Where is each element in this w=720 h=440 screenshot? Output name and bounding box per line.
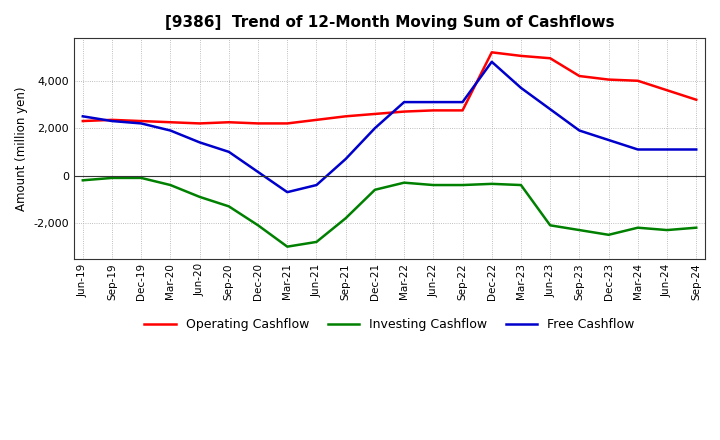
Investing Cashflow (312, 239, 321, 245)
Investing Cashflow (429, 183, 438, 188)
Operating Cashflow (371, 111, 379, 117)
Free Cashflow (662, 147, 671, 152)
Operating Cashflow (634, 78, 642, 84)
Free Cashflow (429, 99, 438, 105)
Free Cashflow (400, 99, 408, 105)
Investing Cashflow (517, 183, 526, 188)
Operating Cashflow (487, 50, 496, 55)
Free Cashflow (195, 140, 204, 145)
Free Cashflow (312, 183, 321, 188)
Free Cashflow (546, 106, 554, 112)
Investing Cashflow (225, 204, 233, 209)
Investing Cashflow (575, 227, 584, 233)
Investing Cashflow (78, 178, 87, 183)
Free Cashflow (487, 59, 496, 64)
Investing Cashflow (546, 223, 554, 228)
Free Cashflow (341, 156, 350, 161)
Investing Cashflow (487, 181, 496, 187)
Free Cashflow (575, 128, 584, 133)
Free Cashflow (692, 147, 701, 152)
Operating Cashflow (400, 109, 408, 114)
Investing Cashflow (108, 175, 117, 180)
Free Cashflow (166, 128, 175, 133)
Free Cashflow (634, 147, 642, 152)
Investing Cashflow (371, 187, 379, 192)
Operating Cashflow (312, 117, 321, 122)
Investing Cashflow (137, 175, 145, 180)
Line: Free Cashflow: Free Cashflow (83, 62, 696, 192)
Free Cashflow (458, 99, 467, 105)
Operating Cashflow (78, 118, 87, 124)
Operating Cashflow (692, 97, 701, 103)
Operating Cashflow (546, 55, 554, 61)
Investing Cashflow (400, 180, 408, 185)
Free Cashflow (517, 85, 526, 91)
Operating Cashflow (137, 118, 145, 124)
Operating Cashflow (662, 88, 671, 93)
Line: Operating Cashflow: Operating Cashflow (83, 52, 696, 124)
Operating Cashflow (166, 120, 175, 125)
Title: [9386]  Trend of 12-Month Moving Sum of Cashflows: [9386] Trend of 12-Month Moving Sum of C… (165, 15, 614, 30)
Investing Cashflow (604, 232, 613, 238)
Investing Cashflow (634, 225, 642, 230)
Operating Cashflow (341, 114, 350, 119)
Operating Cashflow (253, 121, 262, 126)
Line: Investing Cashflow: Investing Cashflow (83, 178, 696, 247)
Investing Cashflow (253, 223, 262, 228)
Investing Cashflow (195, 194, 204, 199)
Operating Cashflow (225, 120, 233, 125)
Investing Cashflow (166, 183, 175, 188)
Free Cashflow (78, 114, 87, 119)
Free Cashflow (253, 169, 262, 175)
Investing Cashflow (458, 183, 467, 188)
Operating Cashflow (458, 108, 467, 113)
Operating Cashflow (429, 108, 438, 113)
Investing Cashflow (341, 216, 350, 221)
Free Cashflow (371, 125, 379, 131)
Operating Cashflow (517, 53, 526, 59)
Free Cashflow (108, 118, 117, 124)
Operating Cashflow (195, 121, 204, 126)
Operating Cashflow (604, 77, 613, 82)
Investing Cashflow (283, 244, 292, 249)
Operating Cashflow (108, 117, 117, 122)
Free Cashflow (283, 190, 292, 195)
Free Cashflow (604, 137, 613, 143)
Operating Cashflow (575, 73, 584, 79)
Investing Cashflow (662, 227, 671, 233)
Legend: Operating Cashflow, Investing Cashflow, Free Cashflow: Operating Cashflow, Investing Cashflow, … (140, 313, 639, 336)
Free Cashflow (137, 121, 145, 126)
Y-axis label: Amount (million yen): Amount (million yen) (15, 86, 28, 211)
Operating Cashflow (283, 121, 292, 126)
Investing Cashflow (692, 225, 701, 230)
Free Cashflow (225, 149, 233, 154)
